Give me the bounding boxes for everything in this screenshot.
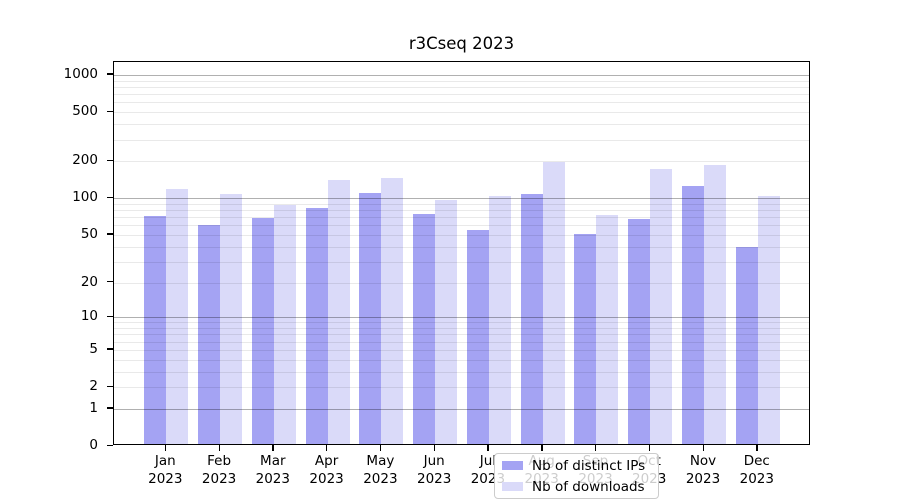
bar-sep-distinct-ips <box>574 233 597 444</box>
y-tick-20 <box>107 281 113 283</box>
y-tick-label-200: 200 <box>72 152 98 169</box>
legend: Nb of distinct IPs Nb of downloads <box>494 453 659 499</box>
legend-swatch-distinct-ips <box>502 461 523 470</box>
x-tick-jun <box>433 445 436 451</box>
x-tick-label-jun: Jun 2023 <box>417 453 452 487</box>
x-tick-dec <box>756 445 758 451</box>
y-tick-label-100: 100 <box>72 189 98 206</box>
bar-nov-downloads <box>704 164 726 444</box>
y-tick-label-50: 50 <box>80 225 98 242</box>
y-tick-10 <box>107 315 113 318</box>
bar-may-downloads <box>381 177 404 444</box>
bar-sep-downloads <box>596 215 619 444</box>
x-tick-oct <box>648 445 651 451</box>
bar-jul-distinct-ips <box>466 229 489 444</box>
y-tick-1000 <box>107 73 113 75</box>
x-tick-sep <box>595 445 597 451</box>
bar-feb-downloads <box>220 193 243 444</box>
bar-dec-downloads <box>757 196 780 444</box>
x-tick-aug <box>541 445 543 451</box>
legend-label-distinct-ips: Nb of distinct IPs <box>532 457 646 474</box>
y-tick-2 <box>107 385 113 387</box>
chart-title: r3Cseq 2023 <box>408 34 515 53</box>
y-tick-label-1: 1 <box>89 399 98 416</box>
x-tick-jul <box>487 445 489 451</box>
x-tick-label-mar: Mar 2023 <box>255 453 290 487</box>
bar-mar-downloads <box>273 205 296 444</box>
y-tick-label-0: 0 <box>89 437 98 453</box>
legend-swatch-downloads <box>502 482 523 491</box>
bar-apr-distinct-ips <box>305 208 328 444</box>
bar-jan-distinct-ips <box>144 215 167 444</box>
bar-oct-distinct-ips <box>628 219 651 444</box>
y-tick-200 <box>107 159 113 162</box>
bar-jun-distinct-ips <box>413 213 436 444</box>
y-tick-1 <box>107 407 113 409</box>
y-tick-label-2: 2 <box>89 378 98 394</box>
y-tick-label-20: 20 <box>80 273 98 290</box>
y-tick-5 <box>107 348 113 350</box>
legend-label-downloads: Nb of downloads <box>532 478 645 495</box>
y-tick-500 <box>107 110 113 112</box>
x-tick-nov <box>702 445 704 451</box>
x-tick-label-dec: Dec 2023 <box>739 453 774 487</box>
x-tick-may <box>379 445 382 451</box>
bar-may-distinct-ips <box>359 192 382 444</box>
bar-apr-downloads <box>327 179 350 444</box>
plot-area: Nb of distinct IPs Nb of downloads <box>113 61 810 499</box>
legend-item-distinct-ips: Nb of distinct IPs <box>502 458 652 474</box>
bars-layer <box>114 62 809 444</box>
x-tick-label-may: May 2023 <box>363 453 398 487</box>
x-tick-apr <box>326 445 328 451</box>
x-tick-label-nov: Nov 2023 <box>685 453 721 487</box>
y-tick-label-1000: 1000 <box>63 65 98 82</box>
y-tick-label-10: 10 <box>80 308 98 325</box>
y-tick-label-5: 5 <box>89 340 98 357</box>
bar-jun-downloads <box>435 200 458 444</box>
x-tick-label-jan: Jan 2023 <box>148 453 183 487</box>
y-tick-label-500: 500 <box>72 103 98 120</box>
legend-item-downloads: Nb of downloads <box>502 479 652 495</box>
bar-dec-distinct-ips <box>735 247 758 444</box>
x-tick-label-apr: Apr 2023 <box>309 453 344 487</box>
bar-oct-downloads <box>650 169 673 444</box>
bar-mar-distinct-ips <box>251 218 274 444</box>
bar-aug-distinct-ips <box>520 193 543 444</box>
x-tick-jan <box>164 445 167 451</box>
y-tick-0 <box>107 444 113 446</box>
y-tick-50 <box>107 233 113 235</box>
x-tick-feb <box>218 445 220 451</box>
bar-nov-distinct-ips <box>682 186 704 444</box>
bar-feb-distinct-ips <box>198 225 221 444</box>
bar-jul-downloads <box>488 196 511 444</box>
y-tick-100 <box>107 196 113 198</box>
x-tick-mar <box>272 445 274 451</box>
bar-aug-downloads <box>542 161 565 444</box>
x-tick-label-feb: Feb 2023 <box>201 453 237 487</box>
bar-jan-downloads <box>166 188 189 444</box>
